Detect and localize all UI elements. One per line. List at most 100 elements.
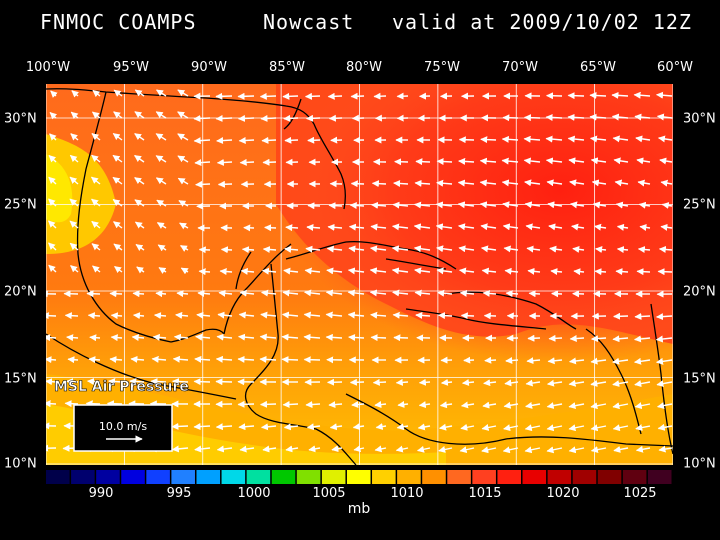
- wind-arrow: [415, 158, 431, 166]
- wind-arrow: [656, 113, 673, 121]
- colorbar-swatch: [271, 470, 296, 484]
- wind-arrow: [306, 114, 321, 122]
- wind-arrow: [172, 355, 189, 363]
- wind-arrow: [370, 245, 387, 253]
- wind-arrow: [216, 158, 233, 166]
- colorbar-tick-1010: 1010: [390, 486, 424, 501]
- wind-arrow: [240, 267, 255, 275]
- wind-arrow: [459, 289, 475, 297]
- wind-arrow: [612, 135, 629, 143]
- wind-arrow: [502, 223, 519, 231]
- wind-arrow: [66, 378, 79, 386]
- wind-arrow: [193, 114, 211, 122]
- wind-arrow: [328, 401, 343, 409]
- wind-arrow: [48, 242, 57, 251]
- wind-arrow: [634, 312, 651, 320]
- wind-arrow: [395, 445, 409, 453]
- wind-arrow: [284, 245, 299, 253]
- wind-arrow: [525, 401, 541, 409]
- wind-arrow: [375, 423, 387, 430]
- wind-arrow: [546, 402, 563, 409]
- wind-arrow: [414, 267, 431, 275]
- wind-arrow: [110, 334, 123, 342]
- wind-arrow: [480, 136, 497, 144]
- wind-arrow: [327, 92, 343, 100]
- wind-arrow: [281, 333, 299, 341]
- wind-arrow: [612, 424, 629, 432]
- wind-arrow: [64, 400, 79, 408]
- colorbar-swatch: [472, 470, 496, 484]
- wind-arrow: [391, 267, 409, 275]
- wind-arrow: [436, 245, 453, 253]
- wind-arrow: [524, 179, 541, 187]
- wind-arrow: [241, 246, 255, 254]
- wind-arrow: [283, 423, 299, 431]
- wind-arrow: [193, 378, 211, 386]
- wind-arrow: [239, 158, 255, 166]
- wind-arrow: [349, 202, 365, 210]
- wind-arrow: [307, 136, 321, 144]
- wind-arrow: [92, 89, 101, 98]
- wind-arrow: [414, 289, 431, 297]
- colorbar-swatch: [96, 470, 120, 484]
- wind-arrow: [261, 423, 277, 431]
- wind-arrow: [546, 424, 563, 432]
- wind-arrow: [656, 313, 673, 321]
- wind-arrow: [238, 311, 255, 319]
- wind-arrow: [193, 423, 211, 431]
- wind-arrow: [178, 199, 189, 207]
- wind-arrow: [303, 333, 321, 341]
- colorbar-tick-1005: 1005: [312, 486, 346, 501]
- lat-label-25n-right: 25°N: [683, 197, 716, 213]
- wind-arrow: [46, 312, 57, 320]
- wind-arrow: [438, 312, 453, 320]
- wind-arrow: [550, 268, 563, 276]
- field-label: MSL Air Pressure: [54, 379, 189, 395]
- wind-arrow: [528, 290, 541, 298]
- wind-arrow: [479, 179, 497, 187]
- wind-arrow: [239, 289, 255, 297]
- wind-arrow: [88, 356, 101, 364]
- wind-arrow: [237, 355, 255, 363]
- wind-arrow: [136, 266, 145, 274]
- wind-arrow: [589, 113, 607, 121]
- wind-arrow: [259, 355, 277, 363]
- wind-arrow: [87, 378, 101, 386]
- wind-arrow: [525, 379, 541, 387]
- wind-arrow: [371, 201, 387, 209]
- wind-arrow: [482, 289, 497, 297]
- wind-arrow: [612, 402, 629, 410]
- wind-arrow: [374, 445, 387, 453]
- colorbar-swatch: [146, 470, 170, 484]
- product-title: Nowcast: [263, 10, 355, 34]
- wind-arrow: [172, 378, 189, 386]
- wind-arrow: [501, 157, 519, 165]
- wind-arrow: [638, 201, 651, 209]
- wind-arrow: [369, 289, 387, 297]
- lat-label-25n-left: 25°N: [4, 197, 37, 213]
- wind-arrow: [572, 245, 585, 253]
- wind-arrow: [460, 312, 475, 320]
- wind-arrow: [615, 201, 629, 209]
- wind-arrow: [131, 334, 145, 341]
- colorbar-swatch: [221, 470, 246, 484]
- wind-arrow: [504, 379, 519, 387]
- vector-key-label: 10.0 m/s: [99, 420, 147, 433]
- wind-arrow: [594, 268, 607, 276]
- wind-arrow: [660, 223, 673, 231]
- colorbar-swatch: [296, 470, 321, 484]
- wind-arrow: [612, 335, 629, 343]
- lon-label-60w: 60°W: [657, 60, 693, 75]
- wind-arrow: [483, 379, 497, 387]
- wind-arrow: [611, 91, 629, 99]
- wind-arrow: [49, 111, 58, 120]
- wind-arrow: [326, 267, 343, 275]
- wind-arrow: [592, 201, 607, 209]
- wind-arrow: [370, 311, 387, 319]
- wind-arrow: [171, 445, 189, 453]
- wind-arrow: [69, 198, 79, 207]
- wind-arrow: [418, 401, 431, 409]
- colorbar-swatch: [71, 470, 95, 484]
- colorbar-tick-1000: 1000: [237, 486, 271, 501]
- wind-arrow: [481, 424, 497, 431]
